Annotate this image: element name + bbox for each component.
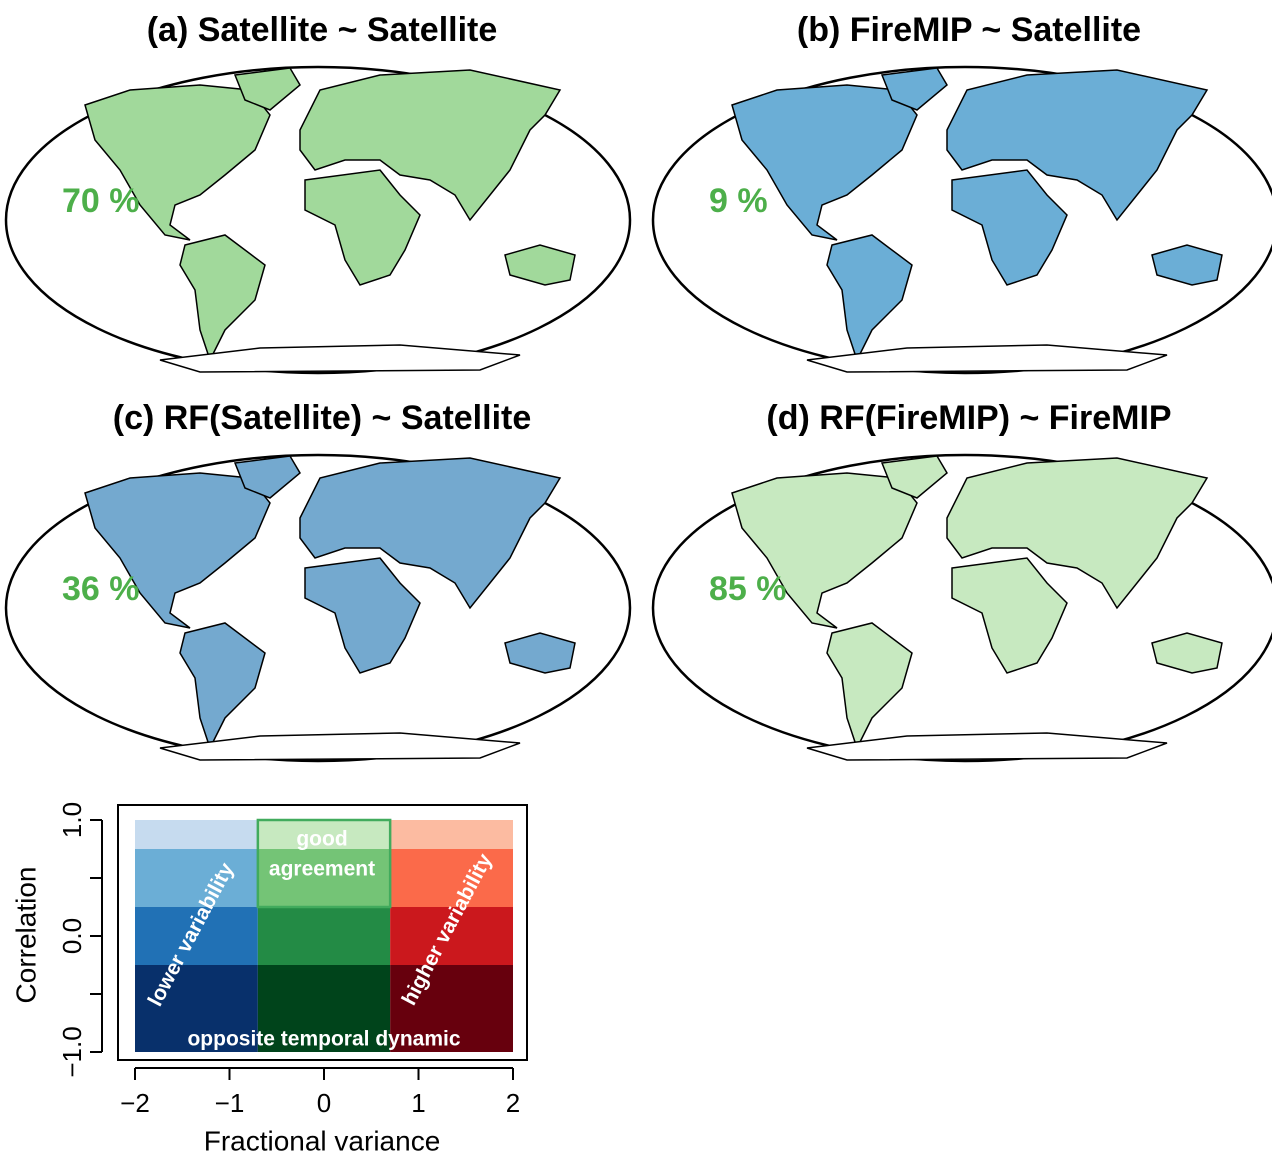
x-tick-label: 2 [506, 1088, 520, 1118]
y-axis-label: Correlation [10, 867, 41, 1004]
annotation: good [296, 828, 347, 851]
legend-cell [390, 965, 513, 1052]
legend-cell [257, 849, 391, 907]
legend-cell [390, 820, 513, 849]
agreement-percent: 70 % [62, 182, 140, 220]
agreement-box [256, 818, 392, 909]
legend-cell [135, 965, 258, 1052]
map-panel: (b) FireMIP ~ Satellite 9 % [651, 11, 1272, 375]
agreement-percent: 85 % [709, 570, 787, 608]
legend-cell [257, 965, 391, 1052]
legend-cell [390, 907, 513, 965]
agreement-percent: 9 % [709, 182, 768, 220]
y-tick-label: −1.0 [57, 1026, 87, 1077]
panel-title: (d) RF(FireMIP) ~ FireMIP [766, 399, 1171, 437]
map-panel: (c) RF(Satellite) ~ Satellite 36 % [4, 399, 632, 763]
legend-cell [135, 849, 258, 907]
x-tick-label: −1 [215, 1088, 245, 1118]
plot-frame [117, 804, 528, 1061]
panel-title: (b) FireMIP ~ Satellite [797, 11, 1141, 49]
y-tick-label: 0.0 [57, 918, 87, 954]
legend-cell [135, 820, 258, 849]
y-tick-label: 1.0 [57, 802, 87, 838]
x-tick-label: 0 [317, 1088, 331, 1118]
x-tick-label: −2 [120, 1088, 150, 1118]
legend-cell [257, 820, 391, 849]
x-axis-label: Fractional variance [204, 1125, 441, 1156]
map-panel: (d) RF(FireMIP) ~ FireMIP 85 % [651, 399, 1272, 763]
annotation: agreement [269, 858, 375, 881]
panel-title: (c) RF(Satellite) ~ Satellite [113, 399, 532, 437]
map-panel: (a) Satellite ~ Satellite 70 % [4, 11, 632, 375]
x-tick-label: 1 [411, 1088, 425, 1118]
annotation: opposite temporal dynamic [187, 1028, 460, 1051]
panel-title: (a) Satellite ~ Satellite [147, 11, 498, 49]
legend-cell [135, 907, 258, 965]
legend-cell [390, 849, 513, 907]
agreement-percent: 36 % [62, 570, 140, 608]
legend-cell [257, 907, 391, 965]
